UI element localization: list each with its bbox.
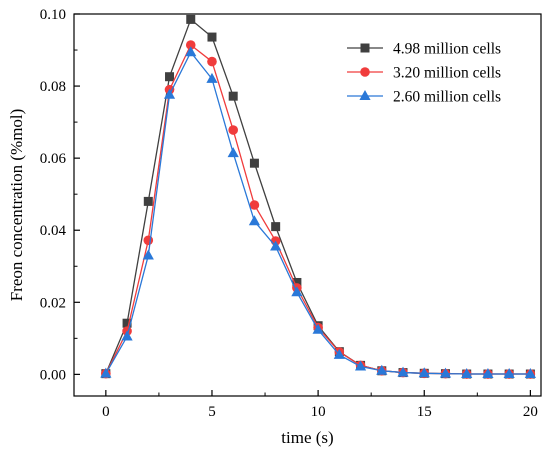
data-point <box>503 368 515 379</box>
data-point <box>121 330 133 341</box>
data-point <box>185 46 197 57</box>
data-point <box>228 91 238 101</box>
legend: 4.98 million cells 3.20 million cells 2.60… <box>347 41 501 106</box>
data-point <box>248 215 261 226</box>
data-point <box>186 14 196 24</box>
data-point <box>270 240 282 251</box>
data-point <box>228 125 239 135</box>
ticks-layer: 0 5 10 15 20 0.00 0.02 0.04 0.06 0.08 0.10 <box>40 7 538 420</box>
data-point <box>249 200 260 210</box>
data-point <box>249 158 259 168</box>
series-3 <box>100 46 536 379</box>
data-point <box>207 56 217 67</box>
data-point <box>418 367 430 378</box>
data-point <box>354 360 367 371</box>
x-axis-title: time (s) <box>281 428 333 447</box>
data-point <box>227 147 239 158</box>
x-tick-label: 5 <box>208 404 216 420</box>
legend-label: 4.98 million cells <box>393 41 501 58</box>
legend-item-1: 4.98 million cells <box>347 41 501 58</box>
y-tick-label: 0.06 <box>40 151 67 167</box>
data-point <box>185 40 196 50</box>
data-point <box>397 366 409 377</box>
data-point <box>482 368 494 379</box>
data-point <box>207 32 217 42</box>
legend-item-3: 2.60 million cells <box>347 89 501 106</box>
data-point <box>461 368 473 379</box>
data-point <box>439 367 452 378</box>
x-tick-label: 0 <box>102 404 110 420</box>
data-point <box>163 88 176 99</box>
legend-marker <box>360 67 370 77</box>
data-point <box>333 348 345 359</box>
series-layer <box>100 14 536 379</box>
data-point <box>524 368 536 379</box>
legend-label: 2.60 million cells <box>393 89 501 106</box>
data-point <box>122 318 132 328</box>
data-point <box>143 196 153 206</box>
data-point <box>376 364 388 375</box>
y-tick-label: 0.10 <box>40 7 66 23</box>
x-tick-label: 10 <box>311 404 326 420</box>
data-point <box>291 286 303 297</box>
y-tick-label: 0.04 <box>40 223 67 239</box>
data-point <box>143 235 154 246</box>
data-point <box>206 72 218 83</box>
y-tick-label: 0.00 <box>40 367 66 383</box>
x-tick-label: 20 <box>523 404 538 420</box>
data-point <box>312 323 324 334</box>
legend-marker <box>359 90 371 100</box>
y-tick-label: 0.08 <box>40 79 66 95</box>
data-point <box>100 367 112 378</box>
data-point <box>271 222 281 232</box>
y-axis-title: Freon concentration (%mol) <box>7 109 26 302</box>
legend-label: 3.20 million cells <box>393 65 501 82</box>
data-point <box>165 72 175 82</box>
y-tick-label: 0.02 <box>40 295 66 311</box>
x-tick-label: 15 <box>417 404 432 420</box>
data-point <box>142 249 154 260</box>
legend-item-2: 3.20 million cells <box>347 65 501 82</box>
data-point <box>292 277 302 287</box>
legend-marker <box>360 43 370 53</box>
plot-frame <box>73 13 542 397</box>
